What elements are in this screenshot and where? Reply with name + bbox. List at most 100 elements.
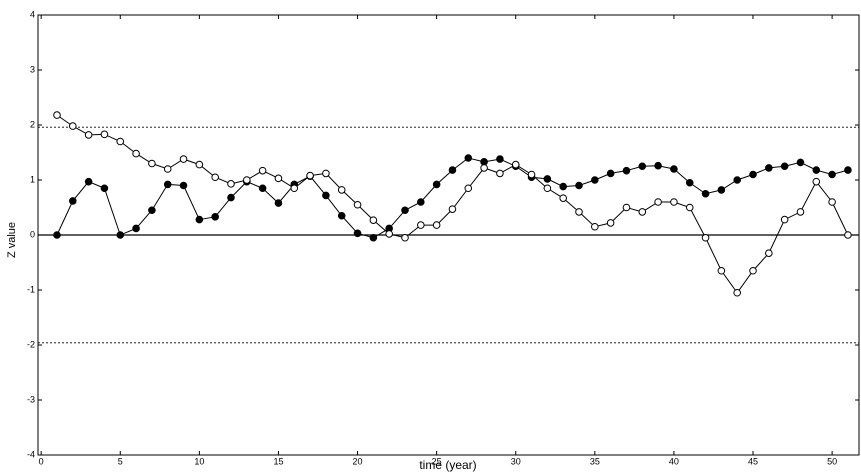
data-point: [622, 203, 631, 212]
data-point: [69, 197, 77, 205]
y-tick-label: -2: [27, 339, 35, 349]
data-point: [353, 200, 362, 209]
data-point: [417, 221, 425, 229]
data-point: [148, 206, 156, 215]
data-point: [306, 171, 314, 180]
x-tick-label: 0: [39, 456, 44, 466]
data-point: [132, 149, 140, 158]
data-point: [258, 184, 267, 193]
y-tick-label: -3: [27, 394, 35, 404]
data-point: [53, 231, 61, 239]
data-point: [258, 166, 267, 175]
x-tick-label: 5: [118, 456, 123, 466]
x-axis-label: time (year): [419, 458, 476, 472]
data-point: [227, 180, 235, 188]
x-tick-label: 20: [353, 456, 363, 466]
series-line: [56, 114, 849, 294]
data-point: [717, 266, 726, 275]
data-point: [163, 180, 172, 189]
data-point: [274, 174, 283, 183]
data-point: [733, 288, 741, 297]
data-point: [227, 193, 235, 202]
x-tick-label: 45: [748, 456, 758, 466]
data-point: [290, 184, 299, 193]
data-point: [828, 198, 836, 206]
data-point: [606, 219, 615, 227]
data-point: [496, 169, 504, 178]
data-point: [100, 184, 109, 193]
data-point: [322, 169, 330, 178]
data-point: [353, 229, 362, 238]
data-point: [53, 111, 61, 119]
data-point: [417, 198, 425, 206]
data-point: [559, 194, 567, 202]
data-point: [765, 249, 773, 257]
y-axis-label: Z value: [6, 222, 18, 258]
data-point: [527, 170, 536, 179]
data-point: [432, 221, 441, 229]
data-point: [211, 213, 219, 221]
data-point: [685, 178, 694, 187]
data-point: [844, 231, 852, 239]
data-point: [337, 186, 346, 194]
data-point: [670, 198, 678, 206]
data-point: [543, 184, 552, 193]
data-point: [385, 230, 393, 238]
data-point: [116, 231, 125, 239]
data-point: [606, 169, 615, 178]
data-point: [243, 176, 251, 184]
x-tick-label: 15: [273, 456, 283, 466]
data-point: [116, 137, 125, 146]
data-point: [464, 184, 473, 193]
data-point: [337, 211, 346, 220]
data-point: [717, 186, 726, 194]
x-tick-label: 10: [194, 456, 204, 466]
x-tick-label: 50: [827, 456, 837, 466]
data-point: [163, 165, 172, 173]
data-point: [496, 155, 504, 163]
data-point: [749, 266, 757, 275]
data-point: [638, 208, 647, 216]
data-point: [828, 170, 836, 179]
data-point: [179, 181, 188, 190]
y-tick-label: 1: [30, 174, 35, 184]
data-point: [701, 189, 710, 198]
data-point: [685, 203, 694, 212]
data-point: [575, 208, 583, 216]
data-point: [575, 181, 583, 190]
data-point: [195, 215, 204, 224]
data-point: [274, 199, 283, 207]
data-point: [211, 173, 219, 182]
data-point: [179, 155, 188, 163]
data-point: [733, 176, 741, 184]
data-point: [84, 177, 93, 186]
x-tick-label: 35: [590, 456, 600, 466]
data-point: [369, 216, 378, 224]
y-tick-label: -1: [27, 284, 35, 294]
data-point: [844, 166, 852, 174]
data-point: [401, 206, 409, 215]
x-tick-label: 30: [511, 456, 521, 466]
y-tick-label: -4: [27, 449, 35, 459]
y-tick-label: 3: [30, 64, 35, 74]
data-point: [195, 160, 204, 169]
y-tick-label: 0: [30, 229, 35, 239]
data-point: [749, 170, 757, 179]
y-tick-label: 2: [30, 119, 35, 129]
data-point: [654, 161, 662, 170]
x-tick-label: 25: [432, 456, 442, 466]
data-point: [322, 191, 330, 200]
data-point: [448, 205, 457, 213]
data-point: [701, 233, 710, 242]
data-point: [654, 198, 662, 206]
data-point: [148, 159, 156, 168]
data-point: [812, 166, 821, 174]
data-point: [84, 131, 93, 139]
data-point: [670, 165, 678, 173]
y-tick-label: 4: [30, 9, 35, 19]
data-point: [132, 224, 140, 233]
data-point: [464, 154, 473, 162]
data-point: [401, 233, 409, 242]
data-point: [543, 175, 552, 183]
data-point: [559, 182, 567, 191]
